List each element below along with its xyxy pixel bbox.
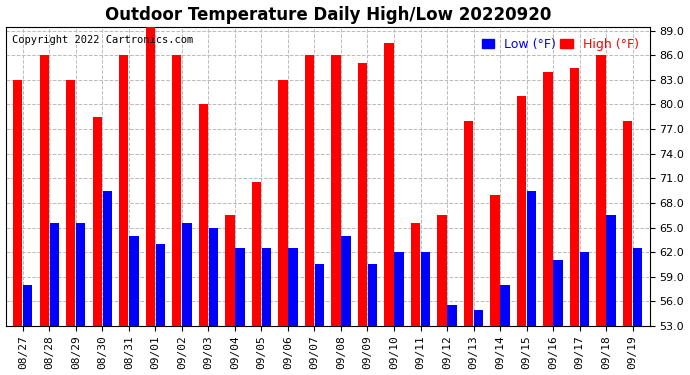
Bar bbox=[421, 252, 430, 326]
Bar bbox=[358, 63, 367, 326]
Bar bbox=[527, 190, 536, 326]
Bar bbox=[544, 72, 553, 326]
Bar bbox=[633, 248, 642, 326]
Bar bbox=[262, 248, 271, 326]
Bar bbox=[384, 43, 393, 326]
Legend: Low (°F), High (°F): Low (°F), High (°F) bbox=[477, 33, 644, 56]
Bar bbox=[464, 121, 473, 326]
Bar bbox=[225, 215, 235, 326]
Bar bbox=[437, 215, 446, 326]
Text: Copyright 2022 Cartronics.com: Copyright 2022 Cartronics.com bbox=[12, 36, 193, 45]
Bar bbox=[500, 285, 510, 326]
Bar bbox=[305, 55, 314, 326]
Bar bbox=[474, 310, 483, 326]
Bar bbox=[146, 22, 155, 326]
Bar bbox=[39, 55, 49, 326]
Bar bbox=[607, 215, 615, 326]
Bar bbox=[182, 224, 192, 326]
Bar bbox=[553, 260, 563, 326]
Bar bbox=[199, 105, 208, 326]
Bar bbox=[288, 248, 297, 326]
Bar bbox=[119, 55, 128, 326]
Bar bbox=[395, 252, 404, 326]
Bar bbox=[172, 55, 181, 326]
Bar bbox=[491, 195, 500, 326]
Bar bbox=[76, 224, 86, 326]
Bar bbox=[209, 228, 218, 326]
Bar bbox=[66, 80, 75, 326]
Bar bbox=[315, 264, 324, 326]
Bar bbox=[156, 244, 165, 326]
Bar bbox=[92, 117, 102, 326]
Bar bbox=[342, 236, 351, 326]
Title: Outdoor Temperature Daily High/Low 20220920: Outdoor Temperature Daily High/Low 20220… bbox=[104, 6, 551, 24]
Bar bbox=[570, 68, 579, 326]
Bar bbox=[411, 224, 420, 326]
Bar bbox=[50, 224, 59, 326]
Bar bbox=[13, 80, 22, 326]
Bar bbox=[580, 252, 589, 326]
Bar bbox=[368, 264, 377, 326]
Bar bbox=[596, 55, 606, 326]
Bar bbox=[252, 182, 261, 326]
Bar bbox=[623, 121, 632, 326]
Bar bbox=[103, 190, 112, 326]
Bar bbox=[129, 236, 139, 326]
Bar bbox=[447, 306, 457, 326]
Bar bbox=[235, 248, 244, 326]
Bar bbox=[23, 285, 32, 326]
Bar bbox=[517, 96, 526, 326]
Bar bbox=[278, 80, 288, 326]
Bar bbox=[331, 55, 341, 326]
